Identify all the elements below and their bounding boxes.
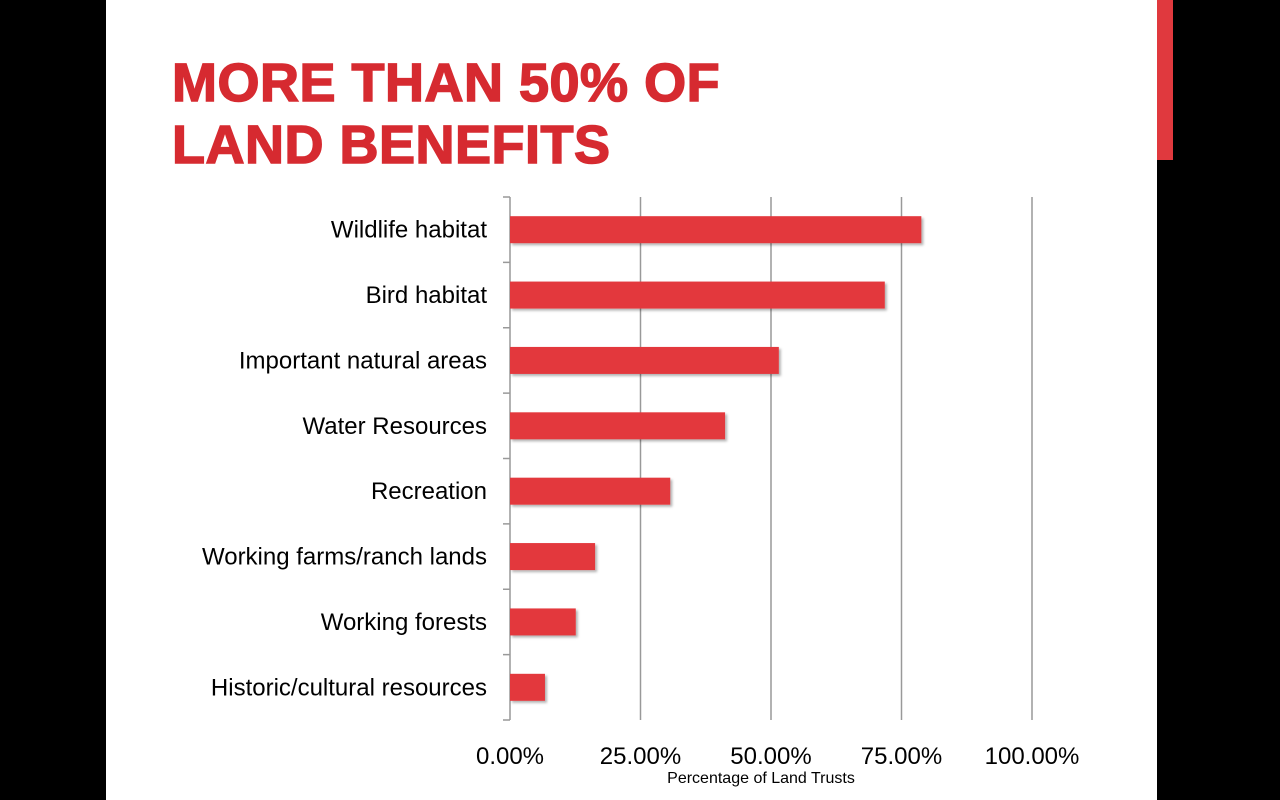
accent-bar bbox=[1157, 0, 1173, 160]
category-label: Water Resources bbox=[303, 413, 488, 440]
bar bbox=[510, 543, 596, 571]
x-tick-label: 50.00% bbox=[730, 743, 811, 770]
category-label: Wildlife habitat bbox=[331, 217, 487, 244]
category-label: Working forests bbox=[321, 609, 487, 636]
bar bbox=[510, 673, 545, 701]
bar bbox=[510, 477, 671, 505]
category-label: Important natural areas bbox=[239, 347, 487, 374]
slide-title: MORE THAN 50% OF LAND BENEFITS bbox=[171, 52, 721, 176]
bar bbox=[510, 412, 726, 440]
category-label: Recreation bbox=[371, 478, 487, 505]
bar bbox=[510, 608, 576, 636]
category-label: Historic/cultural resources bbox=[211, 674, 487, 701]
title-line-1: MORE THAN 50% OF bbox=[171, 52, 721, 114]
x-tick-label: 75.00% bbox=[861, 743, 942, 770]
category-label: Bird habitat bbox=[366, 282, 488, 309]
slide bbox=[106, 0, 1157, 800]
x-tick-label: 100.00% bbox=[985, 743, 1080, 770]
category-label: Working farms/ranch lands bbox=[202, 544, 487, 571]
bar bbox=[510, 216, 922, 244]
x-tick-label: 0.00% bbox=[476, 743, 544, 770]
x-tick-label: 25.00% bbox=[600, 743, 681, 770]
title-line-2: LAND BENEFITS bbox=[171, 114, 611, 176]
bar bbox=[510, 346, 779, 374]
x-axis-label: Percentage of Land Trusts bbox=[667, 770, 855, 787]
bar bbox=[510, 281, 885, 309]
